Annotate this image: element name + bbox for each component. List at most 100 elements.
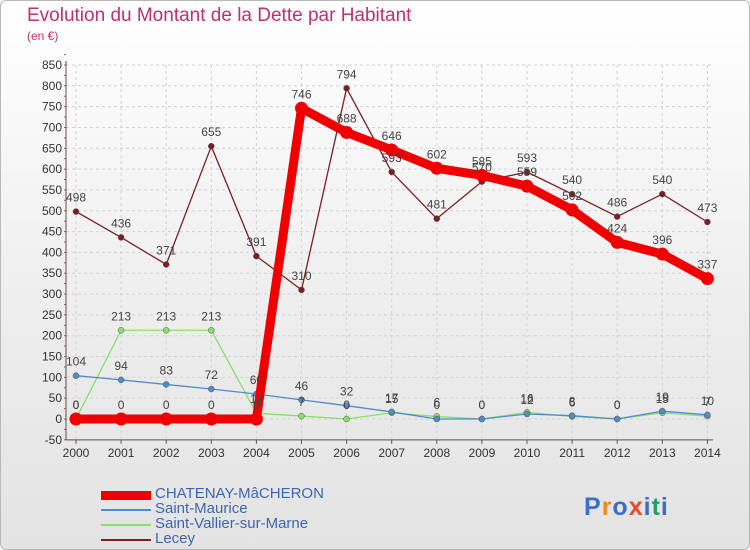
data-label: 396 bbox=[652, 233, 672, 247]
data-label: 646 bbox=[382, 129, 402, 143]
x-axis: 2000 2001 2002 2003 2004 2005 2006 2007 2008 2009… bbox=[63, 439, 721, 460]
data-point bbox=[253, 252, 260, 260]
x-tick-label: 2007 bbox=[378, 446, 405, 460]
y-tick-label: 350 bbox=[42, 266, 62, 280]
logo-letter: P bbox=[584, 493, 602, 521]
legend-label: Saint-Vallier-sur-Marne bbox=[155, 515, 309, 532]
data-label: 371 bbox=[156, 243, 176, 257]
data-point bbox=[117, 376, 125, 384]
data-label: 60 bbox=[250, 373, 264, 387]
x-tick-label: 2013 bbox=[649, 446, 676, 460]
x-tick-label: 2008 bbox=[423, 446, 450, 460]
data-label: 213 bbox=[201, 309, 221, 323]
data-label: 7 bbox=[704, 395, 711, 409]
data-point bbox=[208, 385, 215, 393]
data-point bbox=[478, 415, 486, 423]
data-label: 655 bbox=[201, 125, 221, 139]
data-label: 6 bbox=[569, 396, 576, 410]
chart-title: Evolution du Montant de la Dette par Hab… bbox=[27, 5, 412, 26]
data-label: 0 bbox=[73, 398, 80, 412]
data-point bbox=[162, 381, 170, 388]
data-point bbox=[249, 412, 263, 426]
series-0 bbox=[69, 101, 714, 426]
data-label: 0 bbox=[479, 398, 486, 412]
data-label: 337 bbox=[697, 258, 717, 272]
data-label: 83 bbox=[160, 363, 174, 377]
data-label: 424 bbox=[607, 221, 627, 235]
x-tick-label: 2004 bbox=[243, 446, 270, 460]
x-tick-label: 2009 bbox=[469, 446, 496, 460]
data-point bbox=[565, 203, 579, 217]
data-point bbox=[343, 415, 350, 423]
data-label: 585 bbox=[472, 154, 492, 168]
data-label: 602 bbox=[427, 147, 447, 161]
data-label: 310 bbox=[291, 269, 311, 283]
y-tick-label: 850 bbox=[42, 58, 62, 72]
data-point bbox=[433, 215, 441, 222]
data-point bbox=[475, 168, 489, 182]
data-label: 213 bbox=[156, 309, 176, 323]
data-point bbox=[69, 412, 83, 426]
data-point bbox=[568, 190, 576, 198]
y-tick-label: 450 bbox=[42, 225, 62, 239]
data-point bbox=[655, 247, 669, 261]
data-point bbox=[659, 407, 666, 415]
data-label: 391 bbox=[246, 235, 266, 249]
y-axis: -50 0 50 100 150 200 250 300 350 400 450 500 550 600 6… bbox=[42, 54, 67, 447]
data-label: 213 bbox=[111, 309, 131, 323]
x-tick-label: 2014 bbox=[694, 446, 721, 460]
y-tick-label: 250 bbox=[42, 308, 62, 322]
y-tick-label: 550 bbox=[42, 183, 62, 197]
data-point bbox=[298, 412, 305, 420]
data-point bbox=[430, 161, 444, 175]
data-label: 593 bbox=[517, 151, 537, 165]
x-tick-label: 2000 bbox=[63, 446, 90, 460]
legend-swatch bbox=[101, 539, 151, 541]
data-label: 0 bbox=[343, 398, 350, 412]
logo-letter: x bbox=[628, 493, 644, 521]
legend-item: CHATENAY-MâCHERON bbox=[101, 485, 401, 503]
x-tick-label: 2010 bbox=[514, 446, 541, 460]
legend-item: Saint-Vallier-sur-Marne bbox=[101, 515, 401, 533]
data-point bbox=[162, 261, 170, 268]
data-label: 570 bbox=[472, 161, 492, 175]
y-tick-label: 150 bbox=[42, 350, 62, 364]
data-point bbox=[700, 272, 714, 286]
data-point bbox=[523, 168, 531, 176]
data-label: 72 bbox=[205, 368, 219, 382]
data-label: 593 bbox=[382, 151, 402, 165]
data-label: 0 bbox=[118, 398, 125, 412]
data-point bbox=[72, 372, 80, 379]
data-point bbox=[114, 412, 128, 426]
data-label: 14 bbox=[250, 392, 264, 406]
data-label: 0 bbox=[163, 398, 170, 412]
y-tick-label: 100 bbox=[42, 370, 62, 384]
data-label: 10 bbox=[701, 394, 715, 408]
data-label: 0 bbox=[73, 398, 80, 412]
y-tick-label: 800 bbox=[42, 79, 62, 93]
x-tick-label: 2006 bbox=[333, 446, 360, 460]
data-point bbox=[385, 143, 399, 157]
data-label: 481 bbox=[427, 198, 447, 212]
legend-item: Saint-Maurice bbox=[101, 500, 401, 518]
data-point bbox=[298, 396, 305, 404]
data-point bbox=[162, 327, 170, 334]
data-point bbox=[340, 125, 354, 139]
x-tick-label: 2011 bbox=[559, 446, 585, 460]
data-point bbox=[72, 208, 80, 215]
y-tick-label: 400 bbox=[42, 245, 62, 259]
data-point bbox=[204, 412, 218, 426]
y-tick-label: 300 bbox=[42, 287, 62, 301]
data-point bbox=[295, 101, 308, 115]
data-point bbox=[343, 402, 350, 409]
data-label: 688 bbox=[337, 111, 357, 125]
y-tick-label: 200 bbox=[42, 329, 62, 343]
data-label: 540 bbox=[652, 173, 672, 187]
logo-letter: i bbox=[660, 493, 669, 521]
data-label: 559 bbox=[517, 165, 537, 179]
data-label: 473 bbox=[697, 201, 717, 215]
data-label: 0 bbox=[433, 398, 440, 412]
data-point bbox=[388, 168, 395, 176]
